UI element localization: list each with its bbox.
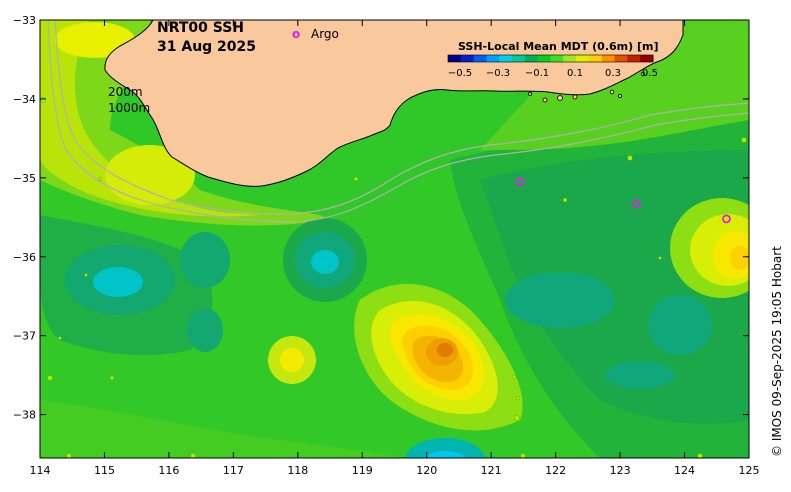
colorbar-tick-label: −0.3 xyxy=(486,68,510,79)
lat-tick-label: −35 xyxy=(13,172,36,185)
colorbar-swatch xyxy=(473,55,487,62)
colorbar-swatch xyxy=(448,55,462,62)
lon-tick-label: 121 xyxy=(481,464,502,477)
lat-tick-label: −33 xyxy=(13,14,36,27)
lon-tick-label: 124 xyxy=(674,464,695,477)
lon-tick-label: 116 xyxy=(158,464,179,477)
colorbar-swatch xyxy=(563,55,577,62)
colorbar-swatch xyxy=(614,55,628,62)
colorbar-swatch xyxy=(524,55,539,62)
lat-tick-label: −36 xyxy=(13,251,36,264)
lon-tick-label: 120 xyxy=(416,464,437,477)
lat-tick-label: −34 xyxy=(13,93,36,106)
colorbar-swatch xyxy=(512,55,526,62)
isobath-1000m-label: 1000m xyxy=(108,101,150,115)
lat-tick-label: −38 xyxy=(13,409,36,422)
plot-area xyxy=(40,20,749,458)
lon-tick-label: 123 xyxy=(610,464,631,477)
lon-tick-label: 115 xyxy=(94,464,115,477)
lon-tick-label: 114 xyxy=(30,464,51,477)
colorbar-swatch xyxy=(627,55,641,62)
argo-floats xyxy=(515,177,731,224)
colorbar-swatch xyxy=(640,55,654,62)
colorbar: SSH-Local Mean MDT (0.6m) [m] −0.5 −0.3 −0… xyxy=(447,40,658,79)
argo-legend-marker: o xyxy=(292,27,300,41)
colorbar-tick-label: 0.1 xyxy=(567,68,583,79)
plot-frame xyxy=(39,19,750,459)
title-product: NRT00 SSH xyxy=(157,20,244,36)
colorbar-swatch xyxy=(460,55,475,62)
colorbar-swatch xyxy=(537,55,551,62)
title-date: 31 Aug 2025 xyxy=(157,39,256,55)
lat-axis: −33 −34 −35 −36 −37 −38 xyxy=(13,14,749,422)
colorbar-frame xyxy=(447,54,654,63)
lon-tick-label: 122 xyxy=(545,464,566,477)
colorbar-swatches xyxy=(448,55,654,62)
colorbar-ticks: −0.5 −0.3 −0.1 0.1 0.3 0.5 xyxy=(448,68,658,79)
lon-tick-label: 119 xyxy=(352,464,373,477)
lon-axis: 114 115 116 117 118 119 120 121 122 123 124 125 xyxy=(30,20,760,477)
colorbar-swatch xyxy=(486,55,500,62)
colorbar-swatch xyxy=(550,55,564,62)
colorbar-tick-label: −0.5 xyxy=(448,68,472,79)
colorbar-tick-label: 0.5 xyxy=(642,68,658,79)
colorbar-swatch xyxy=(588,55,603,62)
credit-text: © IMOS 09-Sep-2025 19:05 Hobart xyxy=(770,246,784,457)
isobath-200m-label: 200m xyxy=(108,85,143,99)
colorbar-swatch xyxy=(576,55,590,62)
colorbar-tick-label: −0.1 xyxy=(525,68,549,79)
colorbar-swatch xyxy=(499,55,513,62)
colorbar-swatch xyxy=(601,55,616,62)
lon-tick-label: 117 xyxy=(223,464,244,477)
isobath-lines xyxy=(47,20,749,223)
colorbar-tick-label: 0.3 xyxy=(605,68,621,79)
argo-float-marker xyxy=(515,177,525,187)
colorbar-title: SSH-Local Mean MDT (0.6m) [m] xyxy=(458,40,658,53)
lon-tick-label: 125 xyxy=(739,464,760,477)
lat-tick-label: −37 xyxy=(13,330,36,343)
argo-float-marker xyxy=(722,214,731,224)
argo-legend-label: Argo xyxy=(311,27,339,41)
islands xyxy=(528,71,646,103)
lon-tick-label: 118 xyxy=(287,464,308,477)
argo-float-marker xyxy=(631,199,641,209)
